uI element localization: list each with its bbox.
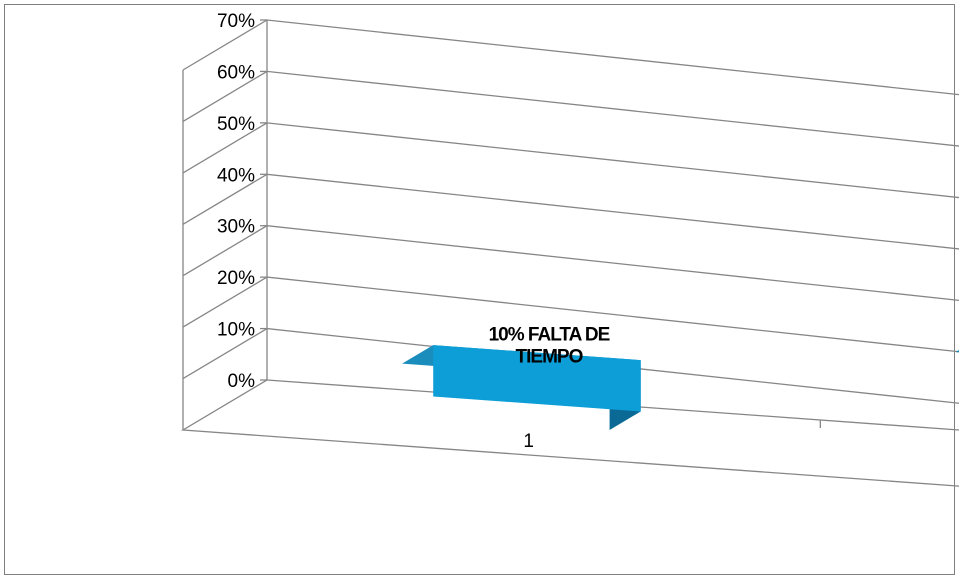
y-tick-label: 0% xyxy=(228,371,256,392)
bar-top xyxy=(956,334,959,368)
chart-border xyxy=(5,5,955,575)
data-label-line: TIEMPO xyxy=(516,347,583,368)
y-tick-label: 60% xyxy=(217,62,255,83)
bar xyxy=(956,334,959,470)
x-tick-label: 1 xyxy=(523,431,534,452)
y-tick-label: 50% xyxy=(217,114,255,135)
y-tick-label: 40% xyxy=(217,165,255,186)
y-tick-label: 70% xyxy=(217,11,255,32)
y-tick-label: 10% xyxy=(217,320,255,341)
y-tick-label: 30% xyxy=(217,217,255,238)
data-label-line: 10% FALTA DE xyxy=(489,325,610,346)
y-tick-label: 20% xyxy=(217,268,255,289)
